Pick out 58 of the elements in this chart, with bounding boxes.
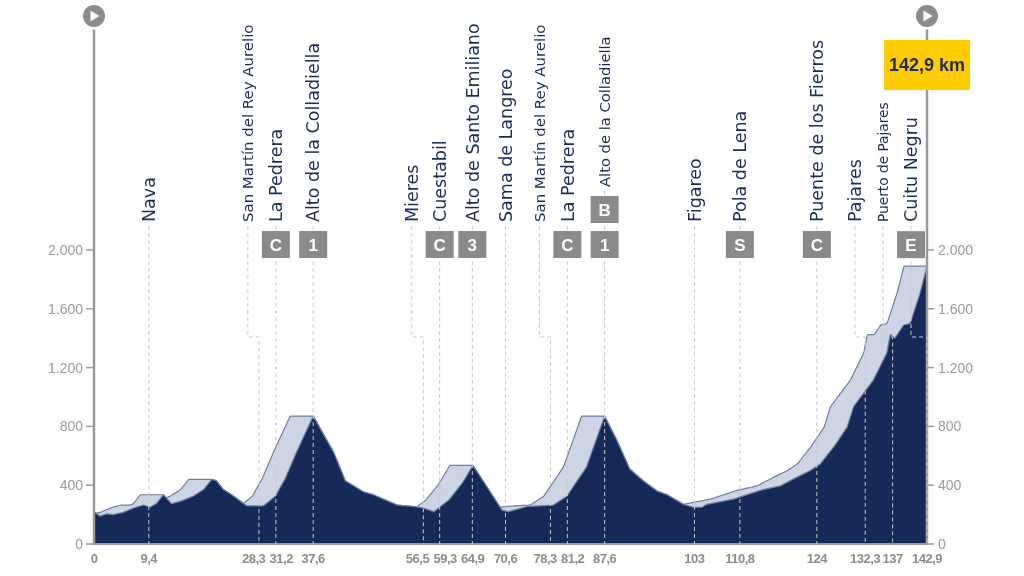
x-tick-label: 124 xyxy=(806,551,829,566)
y2-tick-label: 400 xyxy=(938,477,962,494)
ref-line-label: Figareo xyxy=(684,158,705,222)
ref-line-label: Puerto de Pajares xyxy=(874,102,891,222)
annotation: B xyxy=(598,200,611,220)
ref-line-label: La Pedrera xyxy=(266,128,287,222)
ref-line-label: Cuitu Negru xyxy=(901,117,922,222)
ref-line-label: San Martín del Rey Aurelio xyxy=(530,24,549,222)
x-tick-label: 137 xyxy=(882,551,904,566)
ref-line-label: Pola de Lena xyxy=(730,110,751,222)
x-tick-label: 132,3 xyxy=(850,551,881,566)
ref-line-label: Sama de Langreo xyxy=(495,68,516,222)
x-tick-label: 28,3 xyxy=(241,551,266,566)
x-tick-label: 142,9 xyxy=(911,551,943,566)
annotation: S xyxy=(734,235,746,255)
ref-line-label: Alto de la Colladiella xyxy=(303,42,324,222)
x-tick-label: 37,6 xyxy=(301,551,326,566)
ref-line-label: Mieres xyxy=(401,164,422,222)
ref-line-label: Alto de Santo Emiliano xyxy=(462,23,483,222)
x-tick-label: 78,3 xyxy=(533,551,557,566)
annotation: 3 xyxy=(467,235,478,255)
y2-tick-label: 1.600 xyxy=(938,300,974,317)
x-tick-label: 59,3 xyxy=(433,551,458,566)
ref-line-label: Alto de la Colladiella xyxy=(595,36,613,187)
x-tick-label: 56,5 xyxy=(405,551,430,566)
x-tick-label: 110,8 xyxy=(725,551,755,566)
annotation: C xyxy=(269,235,283,255)
x-tick-label: 87,6 xyxy=(592,551,617,566)
annotation: E xyxy=(905,235,917,255)
y-tick-label: 400 xyxy=(59,477,84,494)
y2-tick-label: 800 xyxy=(938,418,962,435)
ref-line-label: San Martín del Rey Aurelio xyxy=(239,24,258,222)
ref-line-label: Cuestabil xyxy=(429,140,450,222)
x-tick-label: 0 xyxy=(90,551,98,566)
text: 142,9 km xyxy=(888,55,966,75)
x-tick-label: 64,9 xyxy=(461,551,485,566)
y-tick-label: 0 xyxy=(75,536,84,552)
x-tick-label: 9,4 xyxy=(140,551,159,566)
ref-line-label: Nava xyxy=(139,177,160,222)
annotation: C xyxy=(561,235,574,255)
ref-line-label: La Pedrera xyxy=(557,128,578,222)
y2-tick-label: 1.200 xyxy=(938,359,974,376)
annotation: C xyxy=(810,235,823,255)
y-tick-label: 1.600 xyxy=(47,300,84,317)
annotation: 1 xyxy=(599,235,610,255)
x-tick-label: 70,6 xyxy=(493,551,518,566)
x-tick-label: 31,2 xyxy=(269,551,294,566)
y-tick-label: 800 xyxy=(59,418,84,435)
y2-tick-label: 2.000 xyxy=(938,242,974,258)
annotation: C xyxy=(433,235,446,255)
ref-line-label: Puente de los Fierros xyxy=(807,39,828,222)
annotation: 1 xyxy=(308,235,318,255)
y-tick-label: 1.200 xyxy=(47,359,84,376)
y2-tick-label: 0 xyxy=(938,536,946,552)
y-tick-label: 2.000 xyxy=(47,242,84,258)
ref-line-label: Pajares xyxy=(845,159,866,222)
x-tick-label: 103 xyxy=(684,551,705,566)
x-tick-label: 81,2 xyxy=(561,551,585,566)
